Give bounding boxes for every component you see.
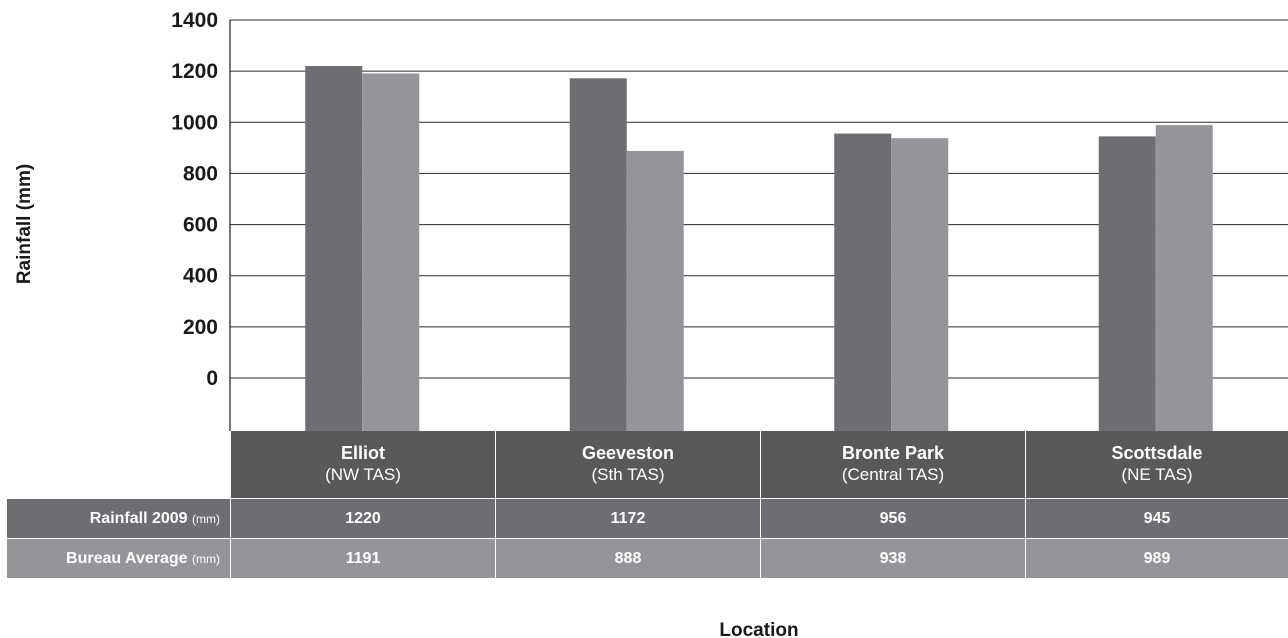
- table-cell: 938: [760, 538, 1025, 578]
- category-header-bronte-park: Bronte Park (Central TAS): [760, 431, 1025, 498]
- y-tick-label: 1400: [171, 9, 218, 32]
- bar-rainfall-2009: [834, 133, 892, 431]
- category-name: Scottsdale: [1111, 443, 1203, 463]
- series-name: Bureau Average: [66, 550, 188, 567]
- category-region: (NW TAS): [325, 465, 401, 484]
- table-cell: 1172: [495, 498, 760, 538]
- bar-rainfall-2009: [569, 78, 627, 431]
- category-name: Geeveston: [581, 443, 675, 463]
- bar-bureau-average: [626, 150, 684, 431]
- category-name: Bronte Park: [841, 443, 945, 463]
- series-unit: (mm): [192, 552, 220, 566]
- y-tick-label: 0: [206, 367, 218, 390]
- series-name: Rainfall 2009: [89, 510, 188, 527]
- y-tick-label: 1000: [171, 111, 218, 134]
- table-cell: 1191: [230, 538, 495, 578]
- table-cell: 989: [1025, 538, 1288, 578]
- y-tick-labels: 0 200 400 600 800 1000 1200 1400: [171, 9, 218, 390]
- bar-bureau-average: [891, 138, 949, 431]
- category-region: (Central TAS): [841, 465, 945, 484]
- x-axis-title: Location: [719, 620, 798, 638]
- y-tick-label: 800: [183, 162, 218, 185]
- bars: [305, 66, 1213, 432]
- bar-rainfall-2009: [1098, 136, 1156, 431]
- category-header-geeveston: Geeveston (Sth TAS): [495, 431, 760, 498]
- table-cell: 956: [760, 498, 1025, 538]
- y-tick-label: 200: [183, 316, 218, 339]
- category-region: (Sth TAS): [591, 465, 665, 484]
- y-axis-title: Rainfall (mm): [14, 164, 35, 284]
- category-header-elliot: Elliot (NW TAS): [230, 431, 495, 498]
- category-header-scottsdale: Scottsdale (NE TAS): [1025, 431, 1288, 498]
- category-region: (NE TAS): [1121, 465, 1193, 484]
- category-name: Elliot: [341, 443, 385, 463]
- bar-bureau-average: [362, 73, 420, 432]
- table-cell: 888: [495, 538, 760, 578]
- y-tick-label: 600: [183, 214, 218, 237]
- table-cell: 945: [1025, 498, 1288, 538]
- bar-rainfall-2009: [305, 66, 363, 432]
- table-cell: 1220: [230, 498, 495, 538]
- row-label-bureau-average: Bureau Average (mm): [7, 538, 230, 578]
- data-table: Elliot (NW TAS) Geeveston (Sth TAS) Bron…: [0, 431, 1288, 592]
- row-label-rainfall-2009: Rainfall 2009 (mm): [7, 498, 230, 538]
- bar-bureau-average: [1155, 125, 1213, 431]
- y-tick-label: 400: [183, 265, 218, 288]
- y-tick-label: 1200: [171, 60, 218, 83]
- series-unit: (mm): [192, 512, 220, 526]
